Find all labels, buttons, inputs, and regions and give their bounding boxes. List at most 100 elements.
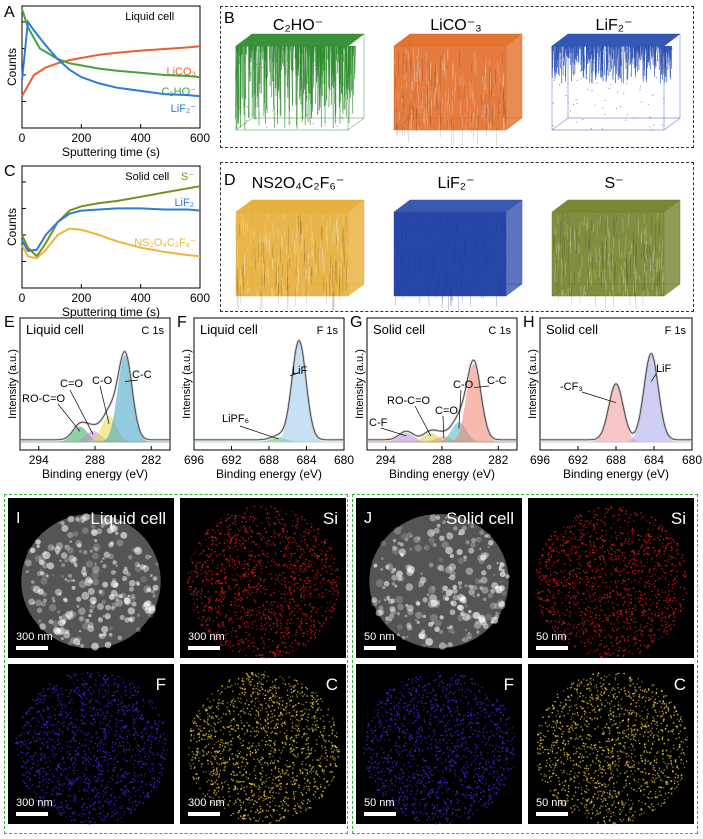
eds-pixel [49, 683, 51, 685]
eds-pixel [284, 598, 286, 600]
eds-pixel [39, 713, 42, 715]
eds-pixel [113, 797, 116, 799]
particle-grain [102, 581, 109, 588]
y-axis-title: Intensity (a.u.) [354, 349, 366, 419]
eds-pixel [327, 590, 329, 593]
particle-grain [150, 589, 155, 594]
eds-pixel [53, 756, 55, 758]
particle-grain [108, 626, 113, 631]
eds-pixel [250, 593, 252, 595]
eds-pixel [116, 690, 119, 692]
eds-pixel [194, 570, 196, 573]
eds-pixel [292, 634, 294, 637]
particle-grain [82, 527, 89, 534]
eds-pixel [98, 778, 100, 780]
cube-texture [502, 74, 505, 87]
eds-pixel [311, 606, 313, 608]
eds-pixel [238, 561, 240, 563]
eds-pixel [217, 610, 219, 613]
cube-speckle [661, 124, 663, 126]
tof-label-lif: LiF₂⁻ [596, 17, 633, 34]
cube-texture [305, 223, 308, 234]
eds-pixel [300, 595, 302, 597]
eds-pixel [84, 753, 87, 755]
eds-pixel [134, 689, 137, 691]
particle-grain [115, 531, 119, 536]
cube-texture [449, 226, 451, 236]
cube-texture [586, 217, 589, 231]
eds-pixel [227, 540, 229, 543]
eds-pixel [304, 519, 306, 521]
eds-pixel [235, 541, 237, 544]
eds-pixel [305, 566, 307, 568]
eds-pixel [289, 567, 291, 569]
eds-pixel [207, 590, 209, 593]
eds-pixel [284, 600, 286, 602]
eds-pixel [192, 598, 195, 600]
eds-pixel [48, 688, 51, 690]
eds-pixel [295, 617, 297, 620]
eds-pixel [93, 755, 95, 757]
eds-pixel [254, 620, 257, 622]
eds-pixel [301, 629, 303, 631]
eds-pixel [265, 541, 267, 543]
eds-pixel [26, 785, 29, 787]
eds-pixel [260, 584, 262, 587]
eds-pixel [248, 568, 250, 571]
eds-pixel [328, 609, 330, 611]
eds-pixel [92, 789, 94, 792]
eds-pixel [84, 778, 86, 781]
eds-pixel [200, 545, 202, 547]
eds-pixel [78, 754, 80, 756]
eds-pixel [127, 790, 130, 792]
eds-pixel [291, 565, 293, 567]
cube-texture [440, 231, 443, 242]
eds-pixel [69, 711, 71, 714]
eds-pixel [246, 564, 249, 566]
eds-pixel [252, 621, 254, 623]
eds-pixel [244, 512, 246, 514]
eds-pixel [233, 518, 235, 520]
eds-pixel [139, 761, 141, 763]
cube-texture [607, 45, 609, 70]
eds-pixel [195, 566, 197, 569]
eds-pixel [286, 545, 288, 548]
eds-pixel [148, 756, 150, 758]
cube-top [552, 200, 680, 212]
eds-pixel [132, 722, 135, 724]
eds-pixel [300, 618, 303, 620]
eds-pixel [154, 738, 156, 741]
cube-texture [652, 249, 655, 264]
eds-pixel [64, 689, 67, 691]
eds-pixel [300, 588, 302, 590]
cube-texture [656, 45, 659, 62]
eds-pixel [71, 707, 73, 710]
eds-pixel [224, 634, 226, 637]
eds-pixel [320, 585, 323, 587]
eds-pixel [122, 774, 125, 777]
particle-grain [79, 616, 84, 621]
cube-texture [574, 232, 576, 250]
cube-texture [272, 45, 274, 62]
eds-pixel [117, 699, 120, 701]
eds-pixel [112, 815, 114, 817]
eds-pixel [272, 542, 274, 544]
eds-pixel [217, 580, 219, 582]
eds-pixel [111, 695, 113, 697]
eds-pixel [273, 528, 276, 531]
cube-texture [464, 238, 466, 253]
eds-pixel [208, 609, 210, 612]
cube-speckle [336, 125, 338, 128]
eds-pixel [63, 761, 65, 764]
tof-sims-box-d [220, 162, 694, 312]
cube-texture [626, 45, 629, 81]
eds-pixel [99, 683, 102, 685]
eds-pixel [261, 522, 263, 524]
eds-pixel [144, 775, 146, 777]
particle-grain [98, 617, 104, 623]
eds-pixel [82, 763, 84, 765]
cube-texture [560, 45, 562, 53]
cube-speckle [644, 47, 646, 49]
eds-pixel [316, 582, 318, 584]
eds-pixel [203, 617, 205, 619]
